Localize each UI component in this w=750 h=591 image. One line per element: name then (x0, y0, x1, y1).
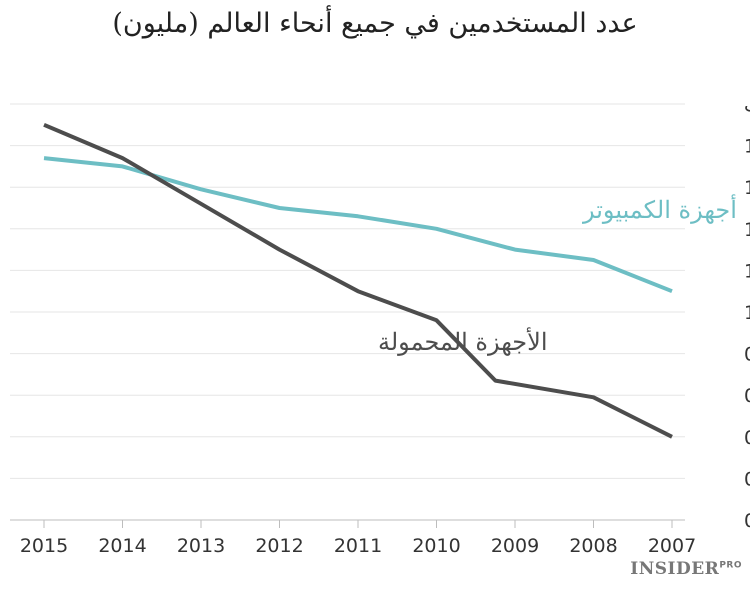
x-tick-label: 2009 (491, 535, 539, 557)
y-tick-label: 2 ألف (744, 92, 750, 116)
chart-title: عدد المستخدمين في جميع أنحاء العالم (ملي… (112, 8, 638, 39)
y-tick-label: 1,0 (744, 302, 750, 324)
x-tick-label: 2013 (177, 535, 225, 557)
x-tick-label: 2011 (334, 535, 382, 557)
y-tick-label: 0 (744, 510, 750, 532)
x-tick-label: 2010 (412, 535, 460, 557)
y-tick-label: 0,6 (744, 385, 750, 407)
x-tick-label: 2014 (98, 535, 146, 557)
x-tick-label: 2012 (255, 535, 303, 557)
series-line-mobile (43, 122, 673, 439)
y-tick-label: 1,8 (744, 136, 750, 158)
brand-logo: INSIDERPRO (630, 559, 742, 579)
y-tick-label: 1,2 (744, 260, 750, 282)
series-label-computers: أجهزة الكمبيوتر (582, 193, 737, 224)
series-label-mobile: الأجهزة المحمولة (378, 326, 548, 356)
x-tick-label: 2008 (569, 535, 617, 557)
y-tick-label: 1,6 (744, 177, 750, 199)
x-tick-label: 2007 (648, 535, 696, 557)
y-tick-label: 0,2 (744, 468, 750, 490)
x-tick-label: 2015 (20, 535, 68, 557)
y-tick-label: 1,4 (744, 219, 750, 241)
series-line-computers (43, 156, 673, 294)
y-tick-label: 0,4 (744, 427, 750, 449)
y-tick-label: 0,8 (744, 344, 750, 366)
